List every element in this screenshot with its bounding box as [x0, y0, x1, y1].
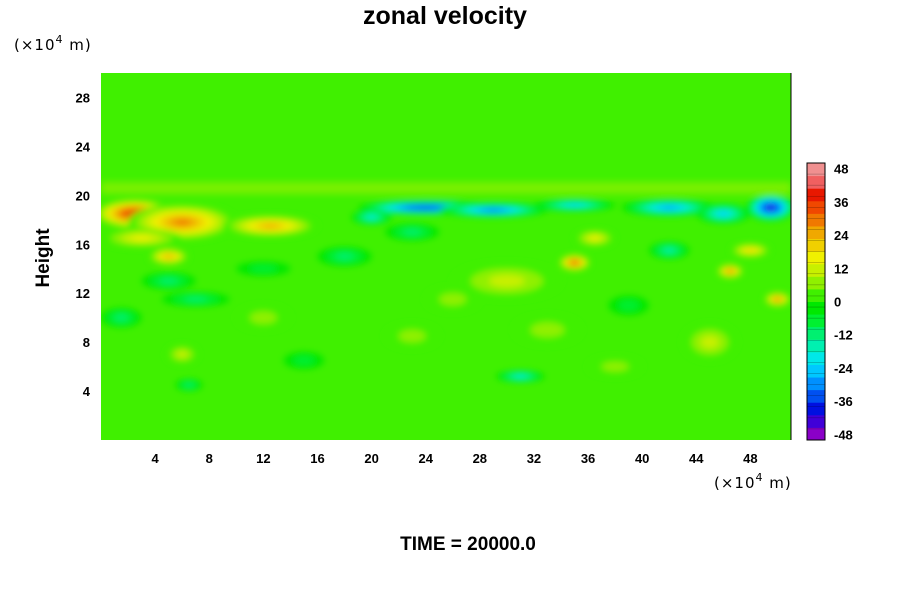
velocity-anomaly-22 [184, 296, 207, 302]
y-tick-label: 24 [76, 139, 91, 154]
y-tick-label: 16 [76, 237, 90, 252]
velocity-anomaly-25 [176, 351, 188, 358]
x-tick-label: 36 [581, 451, 595, 466]
velocity-anomaly-24 [114, 314, 129, 321]
y-tick-label: 28 [76, 90, 90, 105]
x-tick-label: 32 [527, 451, 541, 466]
velocity-anomaly-32 [249, 311, 277, 324]
x-tick-label: 16 [310, 451, 324, 466]
velocity-anomaly-9 [768, 206, 773, 209]
y-tick-label: 4 [83, 384, 91, 399]
velocity-anomaly-10 [718, 212, 728, 216]
velocity-anomaly-35 [601, 361, 629, 372]
x-tick-label: 28 [473, 451, 487, 466]
colorbar-segment [807, 301, 825, 315]
colorbar-tick-label: 36 [834, 195, 848, 210]
velocity-anomaly-3 [131, 235, 152, 241]
velocity-anomaly-28 [398, 329, 426, 343]
colorbar-segment [807, 188, 825, 202]
velocity-anomaly-13 [589, 236, 600, 241]
velocity-anomaly-33 [439, 293, 467, 306]
colorbar-tick-label: -12 [834, 328, 853, 343]
colorbar-segment [807, 288, 825, 302]
y-ticks: 4 8 12 16 20 24 28 [76, 90, 91, 399]
colorbar-segment [807, 251, 825, 265]
colorbar-tick-label: 0 [834, 295, 841, 310]
colorbar-tick-label: 48 [834, 162, 848, 177]
velocity-anomaly-4 [165, 255, 173, 258]
x-tick-label: 20 [364, 451, 378, 466]
velocity-anomaly-31 [664, 248, 675, 253]
plot-area [101, 73, 792, 440]
velocity-anomaly-26 [184, 382, 194, 387]
stratification-band [101, 181, 791, 195]
x-tick-label: 48 [743, 451, 757, 466]
velocity-anomaly-27 [515, 375, 526, 378]
colorbar-tick-label: 24 [834, 228, 849, 243]
velocity-anomaly-2 [262, 224, 279, 228]
field-background [101, 73, 791, 440]
velocity-anomaly-20 [403, 229, 422, 235]
x-tick-label: 44 [689, 451, 704, 466]
velocity-anomaly-16 [746, 248, 755, 252]
x-tick-label: 24 [418, 451, 433, 466]
colorbar [806, 162, 826, 441]
colorbar-segment [807, 326, 825, 340]
colorbar-segment [807, 377, 825, 391]
colorbar-segment [807, 427, 825, 441]
velocity-anomaly-12 [572, 261, 577, 264]
colorbar-segment [807, 414, 825, 428]
velocity-anomaly-29 [700, 336, 719, 349]
velocity-anomaly-7 [567, 204, 582, 207]
colorbar-segment [807, 238, 825, 252]
x-unit-label: (×104 m) [714, 471, 792, 492]
x-tick-label: 8 [206, 451, 213, 466]
colorbar-segment [807, 339, 825, 353]
y-tick-label: 8 [83, 335, 90, 350]
velocity-anomaly-21 [159, 278, 178, 284]
velocity-anomaly-6 [486, 209, 501, 211]
velocity-anomaly-8 [662, 206, 676, 209]
colorbar-ticks: 48 36 24 12 0 -12 -24 -36 -48 [834, 162, 854, 443]
velocity-anomaly-23 [249, 265, 277, 273]
colorbar-segment [807, 314, 825, 328]
colorbar-segment [807, 263, 825, 277]
velocity-anomaly-19 [335, 253, 354, 260]
x-tick-label: 12 [256, 451, 270, 466]
velocity-anomaly-5 [418, 206, 433, 209]
colorbar-segment [807, 402, 825, 416]
colorbar-segment [807, 276, 825, 290]
colorbar-segment [807, 351, 825, 365]
velocity-anomaly-1 [174, 219, 190, 225]
colorbar-segment [807, 175, 825, 189]
colorbar-tick-label: 12 [834, 261, 848, 276]
colorbar-segment [807, 163, 825, 177]
velocity-anomaly-15 [775, 298, 780, 301]
velocity-anomaly-18 [530, 322, 565, 338]
colorbar-tick-label: -36 [834, 394, 853, 409]
y-tick-label: 12 [76, 286, 90, 301]
colorbar-segment [807, 364, 825, 378]
colorbar-segment [807, 225, 825, 240]
x-tick-label: 4 [152, 451, 160, 466]
velocity-anomaly-17 [488, 274, 525, 288]
colorbar-tick-label: -48 [834, 427, 853, 442]
chart-title: zonal velocity [363, 2, 527, 30]
velocity-anomaly-34 [293, 356, 315, 365]
colorbar-segment [807, 213, 825, 227]
velocity-anomaly-30 [618, 300, 639, 311]
y-unit-label: (×104 m) [14, 33, 92, 54]
x-tick-label: 40 [635, 451, 649, 466]
time-label: TIME = 20000.0 [400, 534, 536, 555]
y-tick-label: 20 [76, 188, 90, 203]
velocity-anomaly-14 [728, 270, 733, 273]
colorbar-segment [807, 389, 825, 403]
velocity-anomaly-11 [367, 215, 376, 219]
y-axis-label: Height [33, 228, 54, 288]
colorbar-frame [806, 162, 826, 441]
colorbar-tick-label: -24 [834, 361, 854, 376]
x-ticks: 4 8 12 16 20 24 28 32 36 40 44 48 [152, 451, 758, 466]
